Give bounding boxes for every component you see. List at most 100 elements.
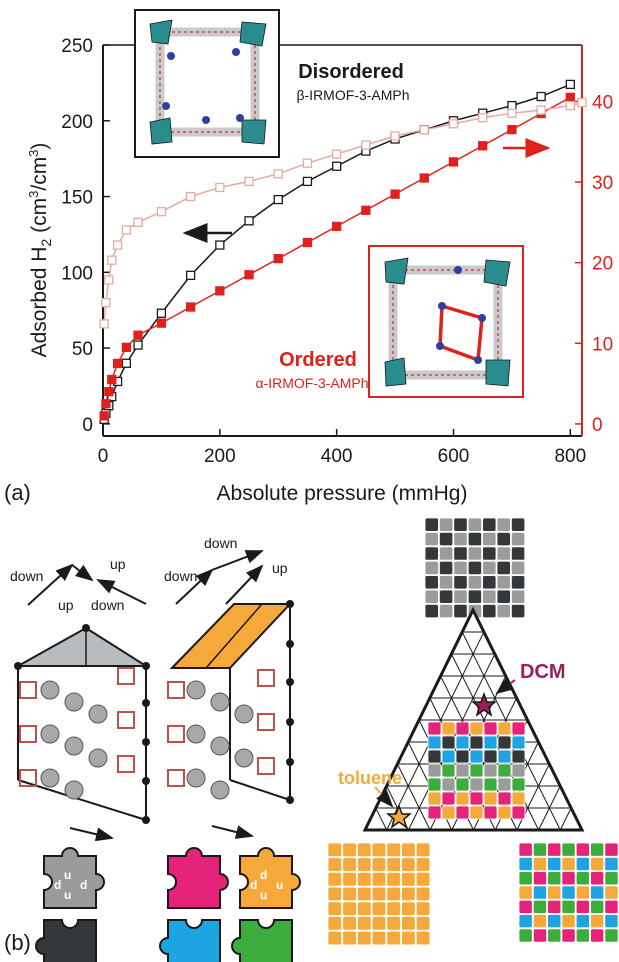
tile (590, 899, 605, 914)
tile (532, 871, 547, 886)
series-points (99, 79, 587, 424)
tile (371, 886, 387, 902)
grey-piece-letter-2: d (54, 878, 61, 892)
disordered-point (121, 358, 132, 368)
tile (342, 857, 357, 872)
tile (427, 777, 442, 792)
tile (371, 930, 387, 946)
grid-line (396, 763, 431, 831)
tile (590, 928, 605, 943)
tile (327, 901, 343, 916)
tile (497, 777, 512, 792)
pale-point (361, 140, 371, 150)
tile (467, 546, 483, 561)
tile (518, 842, 533, 857)
grey-piece-letter-1: u (64, 868, 71, 882)
tile (401, 886, 416, 902)
ordered-point (361, 205, 371, 215)
tile (547, 856, 562, 871)
tile (510, 604, 526, 619)
tile (438, 604, 454, 619)
tile (342, 872, 357, 887)
tile (510, 589, 526, 604)
disordered-point (507, 100, 517, 111)
pale-point (99, 319, 109, 329)
tile (547, 928, 562, 943)
x-tick-label: 200 (204, 446, 236, 467)
toluene-label: toluene (338, 768, 402, 788)
magenta-piece (167, 847, 229, 909)
tile (547, 885, 562, 900)
right-prism (167, 600, 294, 839)
tile (482, 604, 497, 619)
tile (455, 777, 470, 792)
tile (483, 777, 498, 792)
middle-tiling (427, 721, 526, 820)
y-left-tick-label: 50 (72, 339, 93, 360)
pale-point (133, 217, 143, 227)
tile (455, 805, 470, 820)
ordered-point (101, 399, 111, 409)
tile (386, 930, 401, 946)
y-right-ticks: 0 10 20 30 40 (575, 92, 613, 436)
x-axis-label: Absolute pressure (mmHg) (217, 482, 468, 505)
tile (441, 735, 456, 750)
tile (455, 721, 470, 736)
tile (497, 791, 512, 806)
y-left-tick-label: 200 (61, 112, 93, 133)
label-up-2: up (58, 597, 74, 613)
grey-piece-letter-3: d (80, 878, 87, 892)
tile (590, 856, 605, 871)
tile (386, 901, 401, 916)
tile (455, 735, 470, 750)
tile (342, 842, 357, 858)
pale-point (448, 119, 459, 129)
tile (438, 546, 454, 561)
tile (356, 872, 372, 887)
orange-tiling (327, 842, 431, 946)
y-left-tick-label: 0 (82, 415, 93, 436)
tile (590, 885, 605, 900)
dark-piece (35, 919, 97, 962)
tile (497, 749, 512, 764)
disordered-point (302, 176, 313, 187)
tile (386, 842, 401, 858)
ordered-inset (368, 245, 524, 398)
panel-a-label: (a) (4, 480, 31, 505)
tile (518, 885, 533, 900)
pale-point (185, 191, 196, 202)
tile (482, 560, 497, 576)
tile (532, 914, 547, 929)
tile (441, 805, 456, 820)
x-tick-label: 400 (321, 446, 353, 467)
toluene-star (385, 803, 413, 829)
ordered-point (273, 253, 283, 264)
tile (482, 532, 497, 547)
tile (590, 871, 605, 886)
tile (496, 546, 511, 561)
tile (415, 842, 431, 858)
tile (561, 842, 576, 857)
tile (482, 575, 497, 590)
ordered-point (185, 302, 196, 312)
tile (604, 871, 619, 886)
tile (356, 842, 372, 858)
tile (438, 532, 454, 547)
tile (511, 805, 526, 820)
tile (438, 560, 454, 576)
tile (441, 763, 456, 778)
tile (511, 735, 526, 750)
left-direction-diagram (27, 563, 147, 606)
ternary-triangle (362, 606, 585, 832)
tile (441, 721, 456, 736)
tile (424, 575, 439, 590)
pale-point (478, 113, 488, 123)
pale-point (107, 255, 117, 265)
tile (401, 857, 416, 872)
ordered-point (478, 141, 488, 151)
tile (327, 842, 343, 858)
disordered-point (185, 270, 196, 281)
tile (518, 928, 533, 943)
tile (511, 749, 526, 764)
